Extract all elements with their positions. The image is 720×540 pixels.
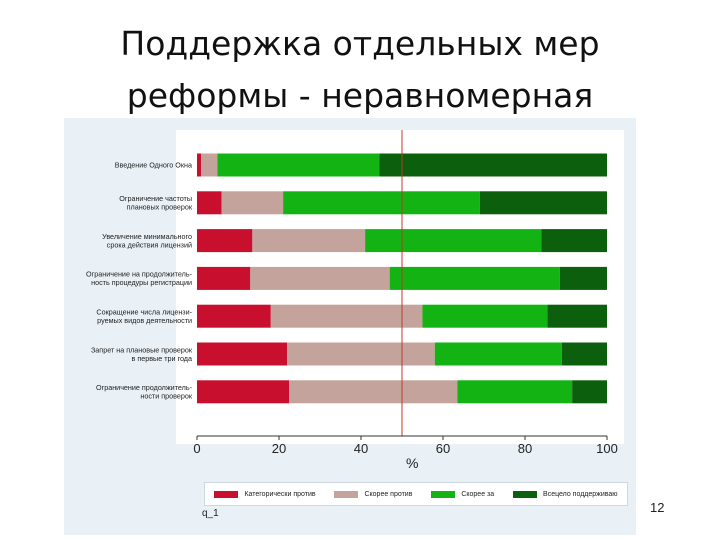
legend-item-1: Категорически против bbox=[214, 490, 316, 498]
category-label-3-line-1: Увеличение минимального bbox=[102, 232, 192, 241]
bar-segment-7-3 bbox=[457, 380, 573, 404]
category-label-1-line-1: Введение Одного Окна bbox=[115, 161, 192, 170]
legend-item-2: Скорее против bbox=[334, 490, 413, 498]
bar-segment-6-1 bbox=[197, 342, 288, 366]
bar-segment-1-1 bbox=[197, 153, 202, 177]
legend-item-3: Скорее за bbox=[431, 490, 495, 498]
x-tick-label-20: 20 bbox=[272, 441, 286, 456]
bar-segment-2-2 bbox=[221, 191, 284, 215]
category-label-7-line-2: ности проверок bbox=[140, 392, 192, 401]
legend-item-4: Всецело поддерживаю bbox=[513, 490, 618, 498]
category-label-4-line-1: Ограничение на продолжитель- bbox=[86, 270, 193, 279]
x-tick-label-40: 40 bbox=[354, 441, 368, 456]
slide-title-line-2: реформы - неравномерная bbox=[126, 76, 594, 115]
legend-label-3: Скорее за bbox=[461, 490, 495, 498]
bar-segment-6-4 bbox=[561, 342, 607, 366]
x-tick-label-80: 80 bbox=[518, 441, 532, 456]
legend-swatch-3 bbox=[431, 490, 456, 498]
legend-label-4: Всецело поддерживаю bbox=[543, 490, 618, 498]
figure-caption: q_1 bbox=[202, 508, 219, 519]
bar-segment-7-2 bbox=[289, 380, 458, 404]
bar-segment-7-4 bbox=[572, 380, 607, 404]
bar-segment-4-1 bbox=[197, 266, 251, 290]
bar-segment-5-4 bbox=[547, 304, 607, 328]
bar-segment-3-4 bbox=[541, 229, 607, 253]
bar-segment-2-3 bbox=[283, 191, 480, 215]
x-tick-label-100: 100 bbox=[596, 441, 618, 456]
category-label-3-line-2: срока действия лицензий bbox=[107, 240, 192, 249]
legend-swatch-4 bbox=[513, 490, 538, 498]
bars-layer bbox=[197, 130, 607, 436]
category-label-2-line-1: Ограничение частоты bbox=[119, 194, 192, 203]
chart-figure: Введение Одного Окна Ограничение частоты п… bbox=[64, 118, 636, 535]
bar-segment-1-3 bbox=[217, 153, 380, 177]
category-label-7-line-1: Ограничение продолжитель- bbox=[96, 383, 193, 392]
bar-segment-5-1 bbox=[197, 304, 271, 328]
category-label-4-line-2: ность процедуры регистрации bbox=[91, 278, 192, 287]
bar-segment-4-4 bbox=[559, 266, 607, 290]
category-labels: Введение Одного Окна Ограничение частотып… bbox=[86, 161, 193, 401]
bar-segment-1-2 bbox=[201, 153, 218, 177]
category-label-6-line-1: Запрет на плановые проверок bbox=[91, 345, 193, 354]
slide-number: 12 bbox=[650, 500, 665, 515]
bar-segment-6-2 bbox=[287, 342, 435, 366]
x-tick-label-0: 0 bbox=[193, 441, 200, 456]
x-axis-title: % bbox=[406, 455, 418, 471]
slide-title: Поддержка отдельных мер реформы - неравн… bbox=[40, 18, 680, 122]
category-label-5-line-1: Сокращение числа лицензи- bbox=[96, 307, 192, 316]
bar-segment-6-3 bbox=[434, 342, 562, 366]
legend-swatch-2 bbox=[334, 490, 359, 498]
bar-segment-2-1 bbox=[197, 191, 222, 215]
x-tick-label-60: 60 bbox=[436, 441, 450, 456]
bar-segment-7-1 bbox=[197, 380, 290, 404]
category-label-2-line-2: плановых проверок bbox=[127, 203, 193, 212]
bar-segment-3-2 bbox=[252, 229, 366, 253]
bar-segment-4-2 bbox=[250, 266, 390, 290]
slide-title-line-1: Поддержка отдельных мер bbox=[120, 24, 600, 63]
bar-segment-1-4 bbox=[379, 153, 607, 177]
bar-segment-3-3 bbox=[365, 229, 542, 253]
x-axis: 0 20 40 60 80 100% bbox=[193, 435, 618, 471]
stacked-bar-chart: Введение Одного Окна Ограничение частотып… bbox=[86, 130, 624, 471]
bar-segment-2-4 bbox=[479, 191, 607, 215]
bar-segment-5-3 bbox=[422, 304, 548, 328]
legend-swatch-1 bbox=[214, 490, 239, 498]
bar-segment-5-2 bbox=[270, 304, 423, 328]
category-label-6-line-2: в первые три года bbox=[132, 354, 192, 363]
chart-legend: Категорически против Скорее против Скорее … bbox=[204, 482, 628, 506]
bar-segment-3-1 bbox=[197, 229, 253, 253]
category-label-5-line-2: руемых видов деятельности bbox=[97, 316, 192, 325]
legend-label-2: Скорее против bbox=[364, 490, 413, 498]
legend-label-1: Категорически против bbox=[244, 490, 316, 498]
bar-segment-4-3 bbox=[389, 266, 560, 290]
